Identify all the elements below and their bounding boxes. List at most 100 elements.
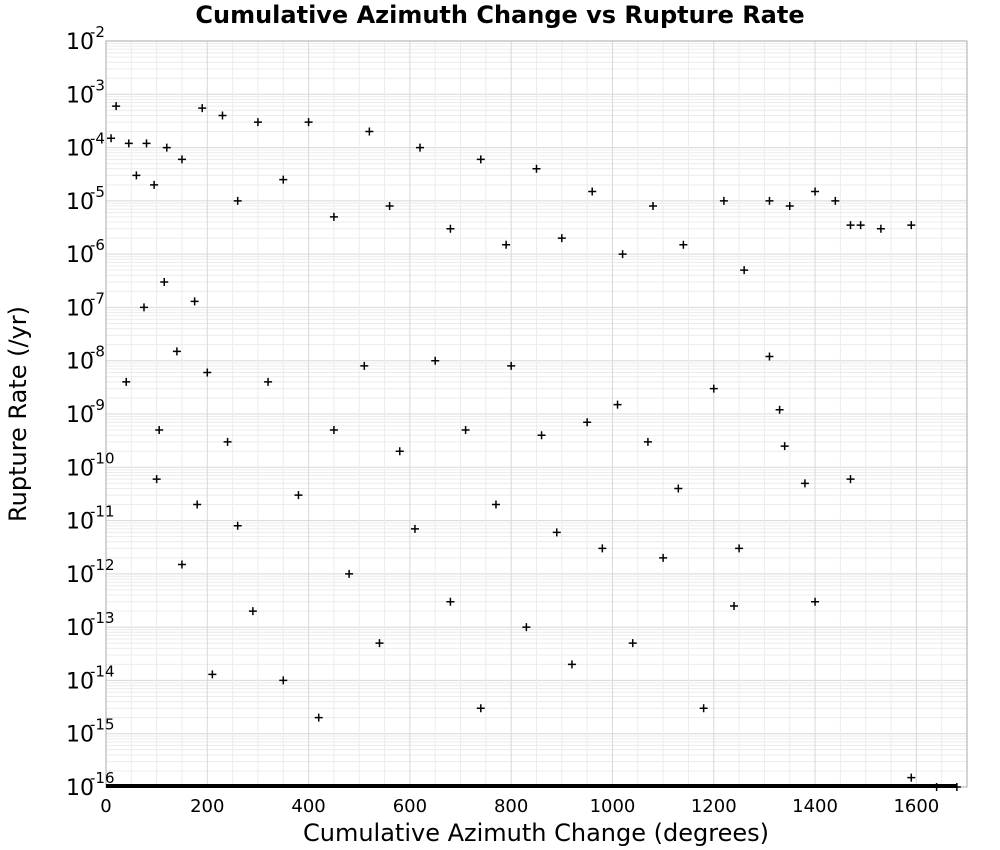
data-point xyxy=(719,196,728,205)
data-point xyxy=(385,202,394,211)
data-point xyxy=(699,704,708,713)
x-tick-label: 800 xyxy=(494,796,528,817)
y-tick-label: 10-7 xyxy=(66,289,105,321)
y-tick-label: 10-8 xyxy=(66,343,105,375)
data-point xyxy=(643,437,652,446)
y-tick-label: 10-9 xyxy=(66,396,105,428)
data-point xyxy=(446,224,455,233)
y-tick-base: 10 xyxy=(66,403,94,428)
y-tick-base: 10 xyxy=(66,137,94,162)
data-point xyxy=(345,569,354,578)
y-tick-base: 10 xyxy=(66,669,94,694)
x-tick-label: 400 xyxy=(291,796,325,817)
y-tick-base: 10 xyxy=(66,30,94,55)
y-tick-label: 10-10 xyxy=(66,449,115,481)
data-point xyxy=(395,447,404,456)
data-point xyxy=(628,639,637,648)
y-tick-exponent: -2 xyxy=(90,23,105,41)
y-tick-base: 10 xyxy=(66,243,94,268)
data-point xyxy=(730,601,739,610)
x-tick-label: 1200 xyxy=(691,796,737,817)
data-point xyxy=(740,266,749,275)
data-point xyxy=(410,524,419,533)
data-point xyxy=(598,544,607,553)
data-point xyxy=(431,356,440,365)
data-point xyxy=(177,155,186,164)
y-tick-exponent: -7 xyxy=(90,289,105,307)
y-tick-base: 10 xyxy=(66,350,94,375)
data-point xyxy=(360,361,369,370)
data-point xyxy=(294,491,303,500)
grid-lines xyxy=(105,41,968,788)
y-tick-base: 10 xyxy=(66,456,94,481)
data-point xyxy=(329,426,338,435)
data-point xyxy=(785,202,794,211)
data-point xyxy=(648,202,657,211)
y-tick-base: 10 xyxy=(66,616,94,641)
data-point xyxy=(162,143,171,152)
y-tick-base: 10 xyxy=(66,510,94,535)
data-point xyxy=(491,500,500,509)
data-point xyxy=(846,221,855,230)
data-point xyxy=(208,670,217,679)
x-tick-label: 200 xyxy=(190,796,224,817)
data-point xyxy=(279,676,288,685)
y-tick-exponent: -16 xyxy=(90,769,115,787)
data-point xyxy=(618,250,627,259)
x-tick-label: 1600 xyxy=(893,796,939,817)
data-point xyxy=(537,431,546,440)
y-tick-label: 10-12 xyxy=(66,556,115,588)
x-tick-label: 600 xyxy=(393,796,427,817)
y-tick-base: 10 xyxy=(66,723,94,748)
data-point xyxy=(476,155,485,164)
data-point xyxy=(831,196,840,205)
y-tick-exponent: -10 xyxy=(90,449,115,467)
y-tick-exponent: -11 xyxy=(90,503,115,521)
data-point xyxy=(567,660,576,669)
data-point xyxy=(150,180,159,189)
data-point xyxy=(765,196,774,205)
data-point xyxy=(811,597,820,606)
data-point xyxy=(124,139,133,148)
data-point xyxy=(193,500,202,509)
data-point xyxy=(304,118,313,127)
data-point xyxy=(223,437,232,446)
data-point xyxy=(659,553,668,562)
y-tick-exponent: -8 xyxy=(90,343,105,361)
data-point xyxy=(365,127,374,136)
y-tick-label: 10-16 xyxy=(66,769,115,801)
y-tick-exponent: -3 xyxy=(90,76,105,94)
y-tick-label: 10-14 xyxy=(66,662,115,694)
data-point xyxy=(155,426,164,435)
data-point xyxy=(780,442,789,451)
data-point xyxy=(476,704,485,713)
data-point xyxy=(461,426,470,435)
y-tick-exponent: -14 xyxy=(90,662,115,680)
data-point xyxy=(218,111,227,120)
data-point xyxy=(416,143,425,152)
data-point xyxy=(203,368,212,377)
data-point xyxy=(160,278,169,287)
data-point xyxy=(709,384,718,393)
y-tick-exponent: -5 xyxy=(90,183,105,201)
data-point xyxy=(198,104,207,113)
data-point xyxy=(532,164,541,173)
y-tick-label: 10-2 xyxy=(66,23,105,55)
y-tick-exponent: -12 xyxy=(90,556,115,574)
data-point xyxy=(142,139,151,148)
data-point xyxy=(679,240,688,249)
y-tick-base: 10 xyxy=(66,296,94,321)
data-point xyxy=(552,528,561,537)
data-point xyxy=(446,597,455,606)
data-point xyxy=(152,475,161,484)
data-point xyxy=(856,221,865,230)
data-point xyxy=(329,212,338,221)
data-point xyxy=(613,400,622,409)
x-tick-label: 0 xyxy=(100,796,111,817)
y-tick-exponent: -13 xyxy=(90,609,115,627)
x-tick-label: 1400 xyxy=(792,796,838,817)
y-tick-base: 10 xyxy=(66,776,94,801)
data-point xyxy=(139,303,148,312)
data-point xyxy=(557,234,566,243)
y-axis-label: Rupture Rate (/yr) xyxy=(4,306,32,522)
